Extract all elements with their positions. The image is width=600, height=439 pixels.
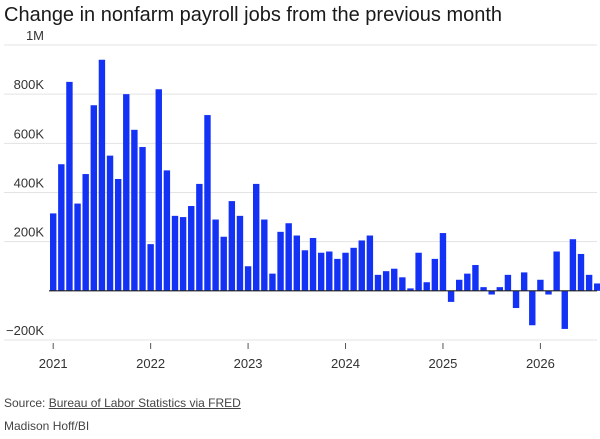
bar bbox=[594, 283, 600, 291]
x-tick-label: 2024 bbox=[331, 356, 360, 371]
bar bbox=[309, 237, 317, 291]
bar bbox=[58, 164, 65, 291]
bar bbox=[82, 174, 89, 291]
bar bbox=[106, 155, 114, 291]
y-axis-labels: 1M 800K 600K 400K 200K −200K bbox=[6, 28, 44, 338]
bar-chart: 1M 800K 600K 400K 200K −200K 2021 2022 2023 2024… bbox=[4, 28, 600, 371]
y-tick-label: −200K bbox=[6, 323, 44, 338]
bar bbox=[407, 288, 414, 291]
bar bbox=[520, 272, 528, 291]
bar bbox=[98, 59, 106, 291]
bar bbox=[545, 290, 552, 295]
y-tick-label: 400K bbox=[14, 176, 45, 191]
bar bbox=[512, 290, 520, 309]
bar bbox=[577, 253, 585, 291]
bar bbox=[131, 129, 138, 291]
bar bbox=[350, 247, 357, 291]
bar bbox=[204, 115, 211, 291]
bar bbox=[480, 287, 487, 291]
bar bbox=[472, 265, 479, 291]
bar bbox=[212, 219, 219, 291]
bar bbox=[504, 274, 512, 291]
bar bbox=[155, 89, 162, 291]
bar bbox=[529, 290, 536, 326]
bar bbox=[366, 235, 374, 291]
bar bbox=[553, 251, 560, 291]
x-tick-label: 2025 bbox=[428, 356, 457, 371]
bar bbox=[561, 290, 568, 329]
y-tick-label: 200K bbox=[14, 225, 45, 240]
bar bbox=[496, 287, 503, 291]
bar bbox=[431, 258, 439, 291]
bar bbox=[244, 266, 252, 291]
bar bbox=[569, 239, 577, 291]
bar bbox=[334, 258, 341, 291]
y-tick-label: 600K bbox=[14, 126, 45, 141]
bar bbox=[464, 273, 471, 291]
bar bbox=[374, 274, 382, 291]
source-note: Source: Bureau of Labor Statistics via F… bbox=[4, 396, 241, 410]
bar bbox=[342, 252, 349, 291]
bar bbox=[90, 105, 97, 291]
bar bbox=[269, 273, 276, 291]
y-tick-label: 800K bbox=[14, 77, 45, 92]
source-prefix: Source: bbox=[4, 396, 49, 410]
bar bbox=[537, 279, 544, 291]
bar bbox=[382, 271, 390, 291]
bar bbox=[236, 215, 244, 291]
bar bbox=[179, 217, 187, 291]
source-link[interactable]: Bureau of Labor Statistics via FRED bbox=[48, 396, 241, 410]
bar bbox=[163, 170, 171, 291]
bar bbox=[285, 223, 292, 291]
bar bbox=[188, 206, 195, 291]
y-tick-label: 1M bbox=[26, 28, 44, 43]
bar bbox=[415, 252, 422, 291]
x-tick-label: 2022 bbox=[136, 356, 165, 371]
bar bbox=[123, 94, 130, 291]
bar bbox=[196, 183, 203, 291]
bar bbox=[585, 274, 593, 291]
x-tick-label: 2021 bbox=[39, 356, 68, 371]
bar bbox=[488, 290, 495, 295]
x-tick-label: 2023 bbox=[234, 356, 263, 371]
bar bbox=[114, 178, 122, 291]
bar bbox=[147, 244, 154, 291]
bar bbox=[447, 290, 455, 302]
bar bbox=[358, 240, 365, 291]
bar bbox=[326, 251, 333, 291]
bar bbox=[399, 277, 406, 291]
bar bbox=[253, 183, 260, 291]
bar bbox=[220, 236, 227, 291]
gridlines bbox=[4, 44, 597, 341]
bar bbox=[50, 213, 57, 291]
bar bbox=[317, 252, 325, 291]
bar bbox=[74, 203, 81, 291]
bar bbox=[293, 235, 300, 291]
bar bbox=[423, 282, 430, 291]
x-axis: 2021 2022 2023 2024 2025 2026 bbox=[39, 290, 597, 371]
chart-title: Change in nonfarm payroll jobs from the … bbox=[4, 4, 503, 26]
credit-note: Madison Hoff/BI bbox=[4, 419, 90, 433]
bar bbox=[391, 268, 398, 291]
bar bbox=[277, 231, 284, 291]
bar bbox=[228, 201, 236, 291]
bar bbox=[171, 215, 179, 291]
bar bbox=[456, 279, 463, 291]
bar bbox=[66, 81, 73, 291]
x-tick-label: 2026 bbox=[526, 356, 555, 371]
bar bbox=[261, 219, 268, 291]
bar bbox=[139, 147, 146, 291]
bars bbox=[50, 59, 600, 329]
bar bbox=[301, 250, 309, 291]
bar bbox=[439, 233, 447, 291]
